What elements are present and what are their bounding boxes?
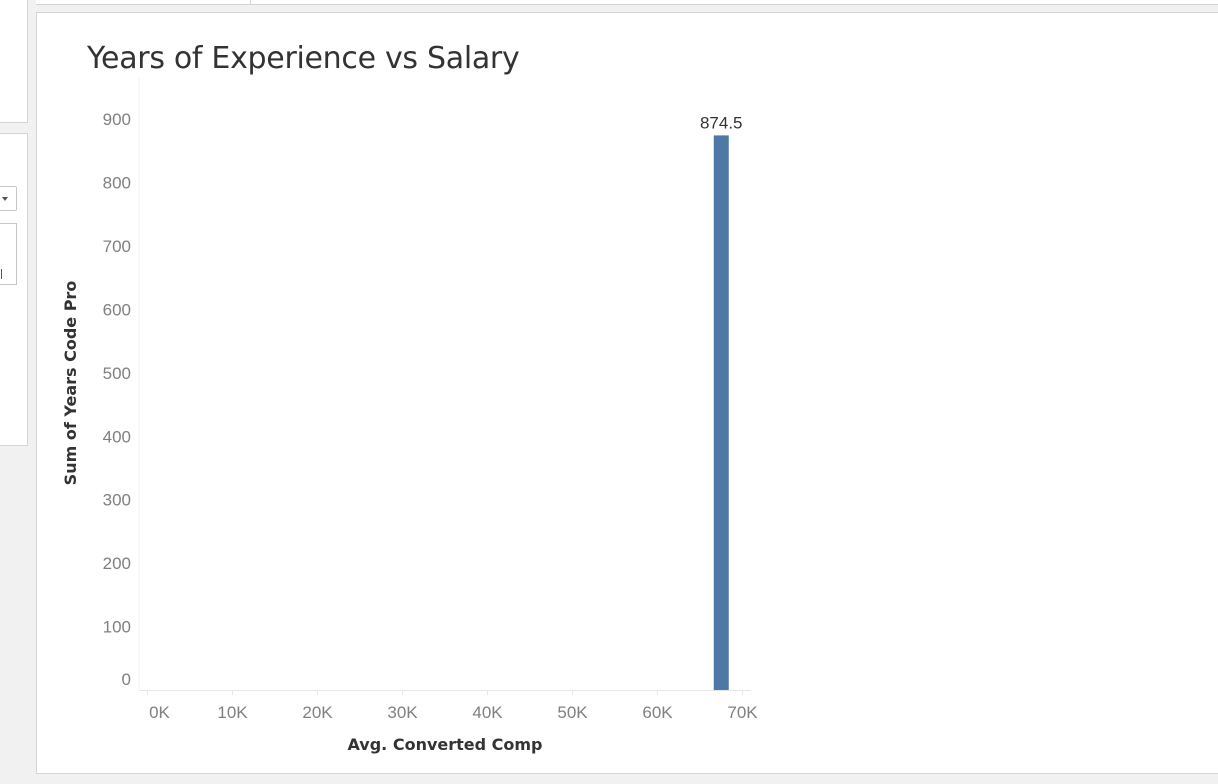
x-tick-label: 20K	[302, 703, 333, 722]
y-tick-label: 0	[122, 670, 131, 689]
chart-title: Years of Experience vs Salary	[87, 41, 520, 76]
bar[interactable]	[713, 135, 729, 690]
y-tick-label: 800	[103, 174, 131, 193]
worksheet: Years of Experience vs Salary	[36, 12, 1218, 774]
y-tick-label: 200	[103, 554, 131, 573]
tick-labels: 0K 10K 20K 30K 40K 50K 60K 70K 0 100 200 300 400 500 6…	[103, 110, 759, 722]
axes	[138, 78, 751, 691]
data-labels: 874.5	[700, 113, 743, 132]
y-tick-label: 300	[103, 491, 131, 510]
y-tick-label: 500	[103, 364, 131, 383]
y-tick-label: 100	[103, 618, 131, 637]
left-panel-card	[0, 0, 28, 123]
bar-value-label: 874.5	[700, 113, 743, 132]
y-axis-title: Sum of Years Code Pro	[61, 281, 80, 486]
list-item-marker	[1, 269, 2, 279]
filter-dropdown[interactable]	[0, 186, 17, 211]
x-axis-title: Avg. Converted Comp	[347, 735, 542, 754]
y-tick-label: 900	[103, 110, 131, 129]
x-tick-label: 0K	[149, 703, 170, 722]
y-tick-label: 400	[103, 427, 131, 446]
x-tick-label: 10K	[217, 703, 248, 722]
y-tick-label: 700	[103, 237, 131, 256]
x-tick-label: 40K	[472, 703, 503, 722]
x-tick-label: 70K	[727, 703, 758, 722]
x-tick-label: 50K	[557, 703, 588, 722]
x-tick-label: 30K	[387, 703, 418, 722]
chevron-down-icon	[2, 197, 8, 201]
left-panel	[0, 0, 28, 784]
filter-list[interactable]	[0, 223, 17, 285]
toolbar-divider	[250, 0, 251, 4]
x-tick-label: 60K	[642, 703, 673, 722]
y-tick-label: 600	[103, 300, 131, 319]
filter-card	[0, 133, 28, 446]
bars	[713, 135, 729, 690]
top-toolbar	[36, 0, 1218, 5]
